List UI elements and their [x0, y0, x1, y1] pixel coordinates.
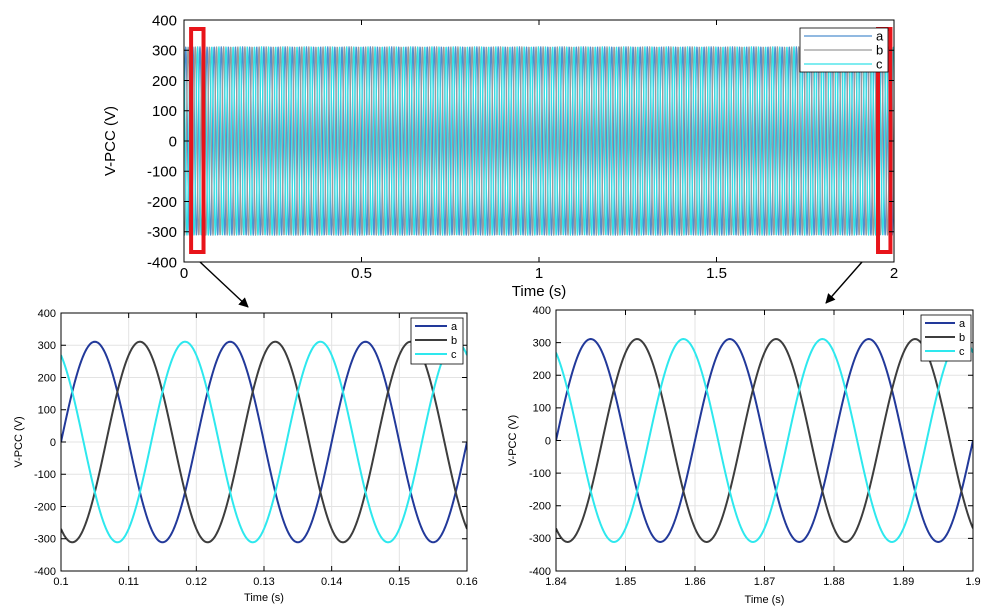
- x-tick-label: 1.9: [965, 576, 980, 588]
- x-tick-label: 0.12: [186, 576, 207, 588]
- x-tick-label: 1: [535, 265, 543, 282]
- y-tick-label: -300: [147, 224, 177, 241]
- y-tick-label: -300: [529, 533, 551, 545]
- series-line-a: [61, 340, 467, 544]
- x-tick-label: 1.85: [615, 576, 636, 588]
- x-axis-label: Time (s): [745, 594, 785, 606]
- series-line-b: [556, 338, 973, 543]
- plot-series-group: [184, 46, 894, 236]
- x-axis-label: Time (s): [512, 283, 566, 300]
- legend-label-a: a: [451, 321, 458, 333]
- plot-series-group: [556, 338, 973, 543]
- x-axis-label: Time (s): [244, 592, 284, 604]
- x-tick-label: 2: [890, 265, 898, 282]
- legend: abc: [920, 314, 972, 362]
- x-tick-label: 0.5: [351, 265, 372, 282]
- x-tick-label: 1.88: [823, 576, 844, 588]
- y-tick-label: -400: [529, 566, 551, 578]
- y-tick-label: -300: [34, 534, 56, 546]
- x-tick-label: 0.14: [321, 576, 342, 588]
- legend-label-b: b: [959, 332, 965, 344]
- x-tick-label: 1.89: [893, 576, 914, 588]
- legend: abc: [799, 27, 889, 73]
- x-tick-label: 0.11: [118, 576, 139, 588]
- plot-series-group: [61, 340, 467, 544]
- legend-label-a: a: [876, 29, 884, 44]
- legend-label-b: b: [451, 335, 457, 347]
- y-tick-label: 200: [38, 372, 56, 384]
- y-tick-label: 300: [38, 340, 56, 352]
- y-axis-label: V-PCC (V): [102, 106, 119, 176]
- y-tick-label: 100: [533, 403, 551, 415]
- y-tick-label: 100: [38, 405, 56, 417]
- y-tick-label: 200: [152, 73, 177, 90]
- y-tick-label: 100: [152, 103, 177, 120]
- y-axis-label: V-PCC (V): [507, 415, 519, 466]
- x-tick-label: 1.86: [684, 576, 705, 588]
- x-tick-label: 1.87: [754, 576, 775, 588]
- y-tick-label: -200: [529, 501, 551, 513]
- y-tick-label: 400: [533, 305, 551, 317]
- legend-label-a: a: [959, 318, 966, 330]
- y-tick-label: -400: [147, 254, 177, 271]
- legend-label-c: c: [959, 346, 965, 358]
- series-line-b: [61, 340, 467, 544]
- x-tick-label: 0.1: [53, 576, 68, 588]
- x-tick-label: 1.5: [706, 265, 727, 282]
- y-tick-label: 200: [533, 370, 551, 382]
- series-line-c: [556, 338, 973, 543]
- legend-label-c: c: [451, 349, 457, 361]
- y-tick-label: -400: [34, 566, 56, 578]
- y-tick-label: 0: [545, 435, 551, 447]
- zoom-highlight-box-0: [189, 27, 206, 254]
- series-line-b: [184, 46, 894, 236]
- series-line-a: [184, 46, 894, 236]
- y-tick-label: 0: [169, 133, 177, 150]
- y-axis-label: V-PCC (V): [13, 416, 25, 467]
- x-tick-label: 0: [180, 265, 188, 282]
- series-line-c: [61, 340, 467, 544]
- y-tick-label: 0: [50, 437, 56, 449]
- y-tick-label: -100: [34, 469, 56, 481]
- legend-label-b: b: [876, 43, 883, 58]
- y-tick-label: 400: [38, 308, 56, 320]
- y-tick-label: 400: [152, 12, 177, 29]
- y-tick-label: -100: [147, 164, 177, 181]
- y-tick-label: -100: [529, 468, 551, 480]
- x-tick-label: 0.16: [456, 576, 477, 588]
- y-tick-label: 300: [152, 43, 177, 60]
- y-tick-label: 300: [533, 337, 551, 349]
- y-tick-label: -200: [147, 194, 177, 211]
- y-tick-label: -200: [34, 501, 56, 513]
- zoom-arrow-start: [199, 261, 249, 308]
- legend: abc: [410, 317, 464, 365]
- zoom-arrow-end: [825, 261, 863, 304]
- series-line-c: [184, 46, 894, 236]
- x-tick-label: 0.15: [389, 576, 410, 588]
- x-tick-label: 0.13: [253, 576, 274, 588]
- x-tick-label: 1.84: [545, 576, 566, 588]
- series-line-a: [556, 338, 973, 543]
- legend-label-c: c: [876, 57, 883, 72]
